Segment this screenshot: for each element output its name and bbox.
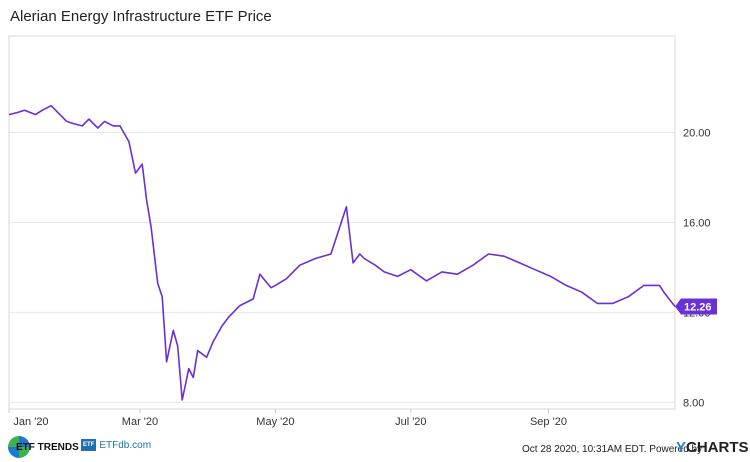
- x-tick-label: Jul '20: [395, 416, 426, 428]
- etfdb-logo-text: ETFdb.com: [99, 439, 152, 451]
- x-tick-label: Mar '20: [122, 416, 158, 428]
- ycharts-logo-y: Y: [676, 439, 687, 456]
- last-value-label: 12.26: [684, 302, 712, 314]
- timestamp-text: Oct 28 2020, 10:31AM EDT. Powered by: [522, 444, 703, 455]
- x-tick-label: Sep '20: [530, 416, 567, 428]
- ycharts-logo-text: CHARTS: [686, 439, 749, 456]
- y-tick-label: 8.00: [683, 397, 704, 409]
- ycharts-logo[interactable]: YCHARTS: [676, 439, 749, 456]
- plot-frame: [8, 35, 676, 410]
- etfdb-logo-icon: ETF: [81, 439, 97, 451]
- last-value-badge-shape: [675, 298, 717, 315]
- y-tick-label: 16.00: [683, 218, 711, 230]
- etf-trends-logo-icon: [8, 436, 30, 458]
- x-tick-label: May '20: [256, 416, 294, 428]
- price-series-line: [8, 104, 676, 401]
- etf-trends-logo[interactable]: ETF TRENDS: [8, 436, 79, 458]
- etf-trends-logo-text: ETF TRENDS: [16, 441, 79, 453]
- last-value-badge: 12.26: [675, 298, 717, 315]
- chart-title: Alerian Energy Infrastructure ETF Price: [10, 8, 272, 25]
- gridlines: [9, 132, 675, 403]
- etfdb-logo[interactable]: ETF ETFdb.com: [81, 439, 151, 451]
- y-tick-label: 20.00: [683, 128, 711, 140]
- x-tick-label: Jan '20: [13, 416, 48, 428]
- footer: ETF TRENDS ETF ETFdb.com Oct 28 2020, 10…: [0, 430, 750, 462]
- x-axis-ticks: Jan '20 Mar '20 May '20 Jul '20 Sep '20: [8, 409, 567, 428]
